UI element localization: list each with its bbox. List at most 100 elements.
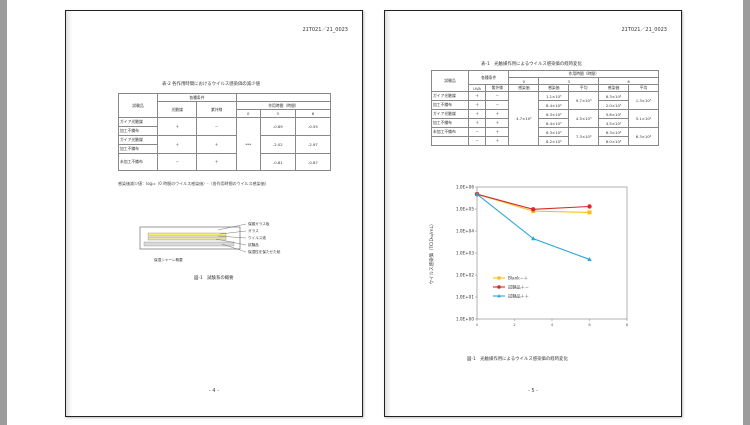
viewer-right-edge <box>743 0 750 425</box>
page-binding-shadow <box>66 11 72 416</box>
diagram-label: 保護ガラス板 <box>248 221 270 226</box>
row-name <box>431 136 469 146</box>
row-uv: ＋ <box>196 153 237 171</box>
header-time: 作用時間（時間） <box>235 101 332 110</box>
row-light: ＋ <box>156 117 198 136</box>
reduction-table: 試験品 各種条件 光触媒 紫外線 作用時間（時間） 0 3 6 ガイア光触媒 ＋… <box>118 93 332 171</box>
row-t6-avg: 1.3×10⁵ <box>628 91 659 110</box>
row-uv: － <box>485 91 510 101</box>
header-titer: 感染価 <box>508 84 540 92</box>
header-uv: 紫外線 <box>196 101 237 118</box>
figure-caption: 図-1 光触媒作用によるウイルス感染価の経時変化 <box>467 357 568 362</box>
document-page-4[interactable]: 21T021／21_0023 表-2 各作用時間におけるウイルス感染価の減少値 … <box>65 10 363 417</box>
y-tick-label: 1.0E+02 <box>456 273 474 278</box>
row-uv: － <box>196 117 237 136</box>
row-light: ＋ <box>467 91 487 101</box>
row-uv: ＋ <box>196 135 237 154</box>
diagram-label: 保湿性を保たせた紙 <box>248 249 281 254</box>
y-tick-label: 1.0E+05 <box>456 207 474 212</box>
row-name: 未加工不織布 <box>431 127 469 137</box>
row-light: － <box>467 127 487 137</box>
page-binding-shadow <box>385 11 391 416</box>
page-number: - 4 - <box>209 388 219 394</box>
diagram-sublabel: 保湿シャーレ概要 <box>154 257 183 262</box>
row-light: ＋ <box>467 100 487 110</box>
row-name: 加工不織布 <box>118 126 158 136</box>
row-t3-avg: 4.5×10³ <box>568 109 600 128</box>
viewer-left-edge <box>0 0 7 425</box>
row-uv: ＋ <box>485 118 510 128</box>
row-name: ガイア光触媒 <box>118 135 158 145</box>
row-uv: ＋ <box>485 136 510 146</box>
data-point <box>531 236 536 241</box>
header-light: UVA <box>467 84 487 92</box>
specimen-layer <box>147 236 227 241</box>
row-light: ＋ <box>156 135 198 154</box>
row-t6: 5.6×10² <box>598 109 630 119</box>
y-tick-label: 1.0E+06 <box>456 185 474 190</box>
row-t3: 8.4×10⁴ <box>538 100 570 110</box>
data-point <box>587 204 592 209</box>
row-t3-avg: 9.7×10⁴ <box>568 91 600 110</box>
row-t3: 1.1×10⁵ <box>538 91 570 101</box>
header-avg: 平均 <box>628 84 659 92</box>
row-t6: 4.5×10² <box>598 118 630 128</box>
header-t3: 3 <box>259 109 296 118</box>
row-t6: 6.3×10⁴ <box>598 127 630 137</box>
y-tick-label: 1.0E+03 <box>456 251 474 256</box>
y-tick-label: 1.0E+00 <box>456 317 474 322</box>
header-specimen: 試験品 <box>118 93 158 118</box>
row-t6: -0.55 <box>294 117 332 136</box>
petri-dish <box>139 226 241 250</box>
row-t3: -0.69 <box>259 117 296 136</box>
row-t6: 2.0×10⁵ <box>598 100 630 110</box>
moist-paper <box>143 241 235 247</box>
row-t3-avg: 7.3×10⁴ <box>568 127 600 146</box>
figure-caption: 図-1 試験系の概要 <box>194 276 234 281</box>
row-t3: -2.02 <box>259 135 296 154</box>
test-system-diagram: 保護ガラス板 ガラス ウイルス液 試験品 保湿性を保たせた紙 保湿シャーレ概要 <box>139 221 281 262</box>
row-light: ＋ <box>467 118 487 128</box>
header-avg: 平均 <box>568 84 600 92</box>
row-t0: *** <box>235 117 261 171</box>
row-light: ＋ <box>467 109 487 119</box>
data-point <box>474 191 480 196</box>
row-t3: -0.81 <box>259 153 296 171</box>
header-uv: 紫外線 <box>485 84 510 92</box>
header-t3: 3 <box>538 77 600 85</box>
header-t0: 0 <box>235 109 261 118</box>
row-t6: 6.0×10⁴ <box>598 136 630 146</box>
row-t6-avg: 5.1×10² <box>628 109 659 128</box>
row-name: ガイア光触媒 <box>118 117 158 127</box>
row-name: 加工不織布 <box>431 100 469 110</box>
legend-entry: 試験品＋－ <box>508 284 529 291</box>
legend-entry: 試験品＋＋ <box>508 293 529 300</box>
diagram-label: ガラス <box>248 228 259 233</box>
legend-marker <box>497 276 501 280</box>
document-page-5[interactable]: 21T021／21_0023 表-1 光触媒作用によるウイルス感染価の経時変化 … <box>384 10 682 417</box>
table-note: 感染価減少値：log₁₀（0 時間のウイルス感染価）-（各作用時間のウイルス感染… <box>118 181 269 186</box>
header-conditions: 各種条件 <box>157 93 237 102</box>
header-specimen: 試験品 <box>431 70 469 92</box>
header-t6: 6 <box>598 77 659 85</box>
header-titer: 感染価 <box>598 84 630 92</box>
plot-area <box>476 186 628 320</box>
x-tick-label: 6 <box>588 323 591 327</box>
document-id: 21T021／21_0023 <box>621 27 667 33</box>
legend-marker <box>497 285 501 289</box>
x-tick-label: 2 <box>513 323 515 327</box>
row-light: － <box>156 153 198 171</box>
row-t3: 6.3×10³ <box>538 109 570 119</box>
titer-table: 試験品 各種条件 作用時間（時間） 0 3 6 UVA 紫外線 感染価 感染価 … <box>431 70 659 146</box>
y-tick-label: 1.0E+04 <box>456 229 474 234</box>
row-name: 未加工不織布 <box>118 153 158 171</box>
row-t3: 8.2×10⁴ <box>538 136 570 146</box>
x-tick-label: 8 <box>626 323 629 327</box>
data-point <box>531 207 536 212</box>
row-name: 加工不織布 <box>431 118 469 128</box>
row-name: ガイア光触媒 <box>431 91 469 101</box>
row-t6: -0.87 <box>294 153 332 171</box>
row-uv: ＋ <box>485 109 510 119</box>
page-number: - 5 - <box>528 388 538 394</box>
glass-layer <box>147 232 227 237</box>
